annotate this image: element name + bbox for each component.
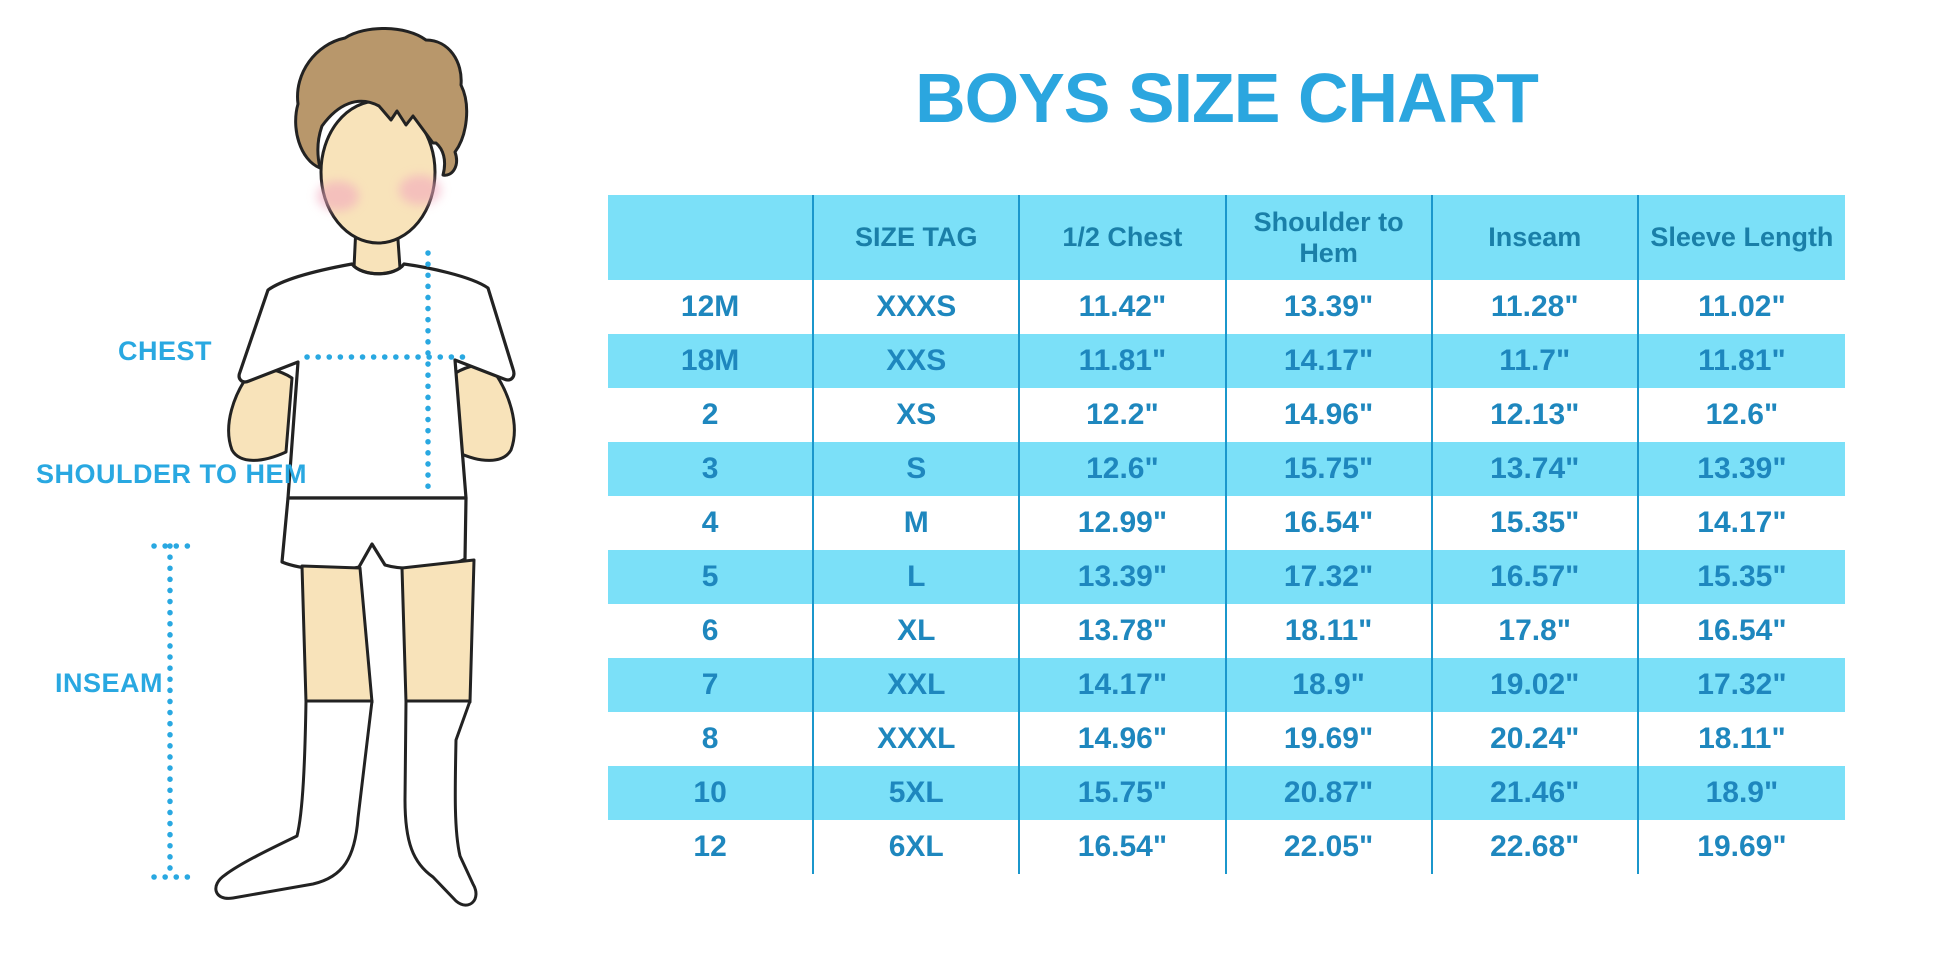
table-cell: 19.69" — [1227, 712, 1433, 766]
table-cell: 20.24" — [1433, 712, 1639, 766]
table-row: 18M XXS 11.81" 14.17" 11.7" 11.81" — [608, 334, 1845, 388]
size-table: SIZE TAG 1/2 Chest Shoulder to Hem Inseam Sl… — [608, 195, 1845, 874]
table-cell: XXXL — [814, 712, 1021, 766]
header-cell: SIZE TAG — [814, 195, 1021, 280]
table-cell: 4 — [608, 496, 815, 550]
table-cell: 16.54" — [1020, 820, 1227, 874]
table-cell: 16.54" — [1697, 614, 1787, 648]
table-cell: 14.17" — [1697, 506, 1787, 540]
table-cell: 11.28" — [1433, 280, 1639, 334]
table-cell: 18.9" — [1227, 658, 1433, 712]
table-cell: 12.6" — [1705, 398, 1779, 432]
table-cell: 7 — [608, 658, 815, 712]
chest-label: CHEST — [118, 336, 213, 366]
table-row: 5 L 13.39" 17.32" 16.57" 15.35" — [608, 550, 1845, 604]
table-cell: 18M — [608, 334, 815, 388]
table-cell: 11.81" — [1020, 334, 1227, 388]
table-row: 12M XXXS 11.42" 13.39" 11.28" 11.02" — [608, 280, 1845, 334]
table-cell: 12.6" — [1020, 442, 1227, 496]
table-cell: 12 — [608, 820, 815, 874]
table-cell: 22.68" — [1433, 820, 1639, 874]
table-cell: 11.81" — [1698, 344, 1786, 378]
table-cell: S — [814, 442, 1021, 496]
table-cell: 15.75" — [1227, 442, 1433, 496]
table-header-row: SIZE TAG 1/2 Chest Shoulder to Hem Inseam Sl… — [608, 195, 1845, 280]
boy-shirt — [237, 262, 516, 500]
table-row: 4 M 12.99" 16.54" 15.35" 14.17" — [608, 496, 1845, 550]
inseam-label: INSEAM — [55, 668, 164, 698]
boy-legs — [300, 558, 476, 704]
table-cell: 10 — [608, 766, 815, 820]
table-cell: L — [814, 550, 1021, 604]
table-cell: 6 — [608, 604, 815, 658]
page-title: BOYS SIZE CHART — [915, 59, 1539, 137]
table-cell: 22.05" — [1227, 820, 1433, 874]
table-cell: 18.11" — [1698, 722, 1786, 756]
table-cell: 14.96" — [1020, 712, 1227, 766]
table-cell: 5XL — [814, 766, 1021, 820]
shoulder-to-hem-label: SHOULDER TO HEM — [36, 459, 308, 489]
table-cell: 8 — [608, 712, 815, 766]
table-cell: 16.57" — [1433, 550, 1639, 604]
table-cell: 14.17" — [1227, 334, 1433, 388]
table-cell: 15.75" — [1020, 766, 1227, 820]
table-cell: 18.11" — [1227, 604, 1433, 658]
table-cell: 14.96" — [1227, 388, 1433, 442]
header-cell: 1/2 Chest — [1020, 195, 1227, 280]
table-row: 7 XXL 14.17" 18.9" 19.02" 17.32" — [608, 658, 1845, 712]
header-cell: Inseam — [1433, 195, 1639, 280]
table-cell: XL — [814, 604, 1021, 658]
table-cell: 13.39" — [1227, 280, 1433, 334]
table-cell: 3 — [608, 442, 815, 496]
table-cell: XXXS — [814, 280, 1021, 334]
table-cell: 21.46" — [1433, 766, 1639, 820]
table-cell: 17.32" — [1697, 668, 1787, 702]
inseam-measure-line — [151, 543, 193, 880]
table-cell: 17.32" — [1227, 550, 1433, 604]
table-body: 12M XXXS 11.42" 13.39" 11.28" 11.02" 18M XXS 11.… — [608, 280, 1845, 874]
table-cell: 16.54" — [1227, 496, 1433, 550]
table-cell: 18.9" — [1705, 776, 1779, 810]
table-cell: XS — [814, 388, 1021, 442]
boy-illustration — [151, 27, 516, 907]
table-row: 2 XS 12.2" 14.96" 12.13" 12.6" — [608, 388, 1845, 442]
boy-hair — [294, 27, 469, 177]
table-cell: 13.78" — [1020, 604, 1227, 658]
table-row: 3 S 12.6" 15.75" 13.74" 13.39" — [608, 442, 1845, 496]
boy-shorts — [280, 496, 468, 572]
table-cell: 11.7" — [1433, 334, 1639, 388]
table-row: 10 5XL 15.75" 20.87" 21.46" 18.9" — [608, 766, 1845, 820]
table-cell: 13.39" — [1697, 452, 1787, 486]
table-cell: 13.74" — [1433, 442, 1639, 496]
measure-lines — [151, 250, 466, 880]
table-row: 8 XXXL 14.96" 19.69" 20.24" 18.11" — [608, 712, 1845, 766]
table-cell: 12.2" — [1020, 388, 1227, 442]
table-cell: XXL — [814, 658, 1021, 712]
table-row: 12 6XL 16.54" 22.05" 22.68" 19.69" — [608, 820, 1845, 874]
table-cell: 15.35" — [1433, 496, 1639, 550]
table-cell: 17.8" — [1433, 604, 1639, 658]
table-cell: M — [814, 496, 1021, 550]
table-cell: 12M — [608, 280, 815, 334]
table-cell: 20.87" — [1227, 766, 1433, 820]
boy-socks — [214, 699, 478, 907]
table-cell: 15.35" — [1697, 560, 1787, 594]
header-cell: Shoulder to Hem — [1227, 195, 1433, 280]
table-cell: 11.42" — [1020, 280, 1227, 334]
table-cell: 2 — [608, 388, 815, 442]
header-cell — [608, 195, 815, 280]
header-cell: Sleeve Length — [1650, 222, 1834, 253]
table-cell: 13.39" — [1020, 550, 1227, 604]
table-cell: 5 — [608, 550, 815, 604]
table-cell: XXS — [814, 334, 1021, 388]
table-cell: 6XL — [814, 820, 1021, 874]
table-cell: 12.13" — [1433, 388, 1639, 442]
table-cell: 19.69" — [1697, 830, 1787, 864]
table-cell: 11.02" — [1698, 290, 1786, 324]
table-row: 6 XL 13.78" 18.11" 17.8" 16.54" — [608, 604, 1845, 658]
table-cell: 19.02" — [1433, 658, 1639, 712]
table-cell: 14.17" — [1020, 658, 1227, 712]
table-cell: 12.99" — [1020, 496, 1227, 550]
